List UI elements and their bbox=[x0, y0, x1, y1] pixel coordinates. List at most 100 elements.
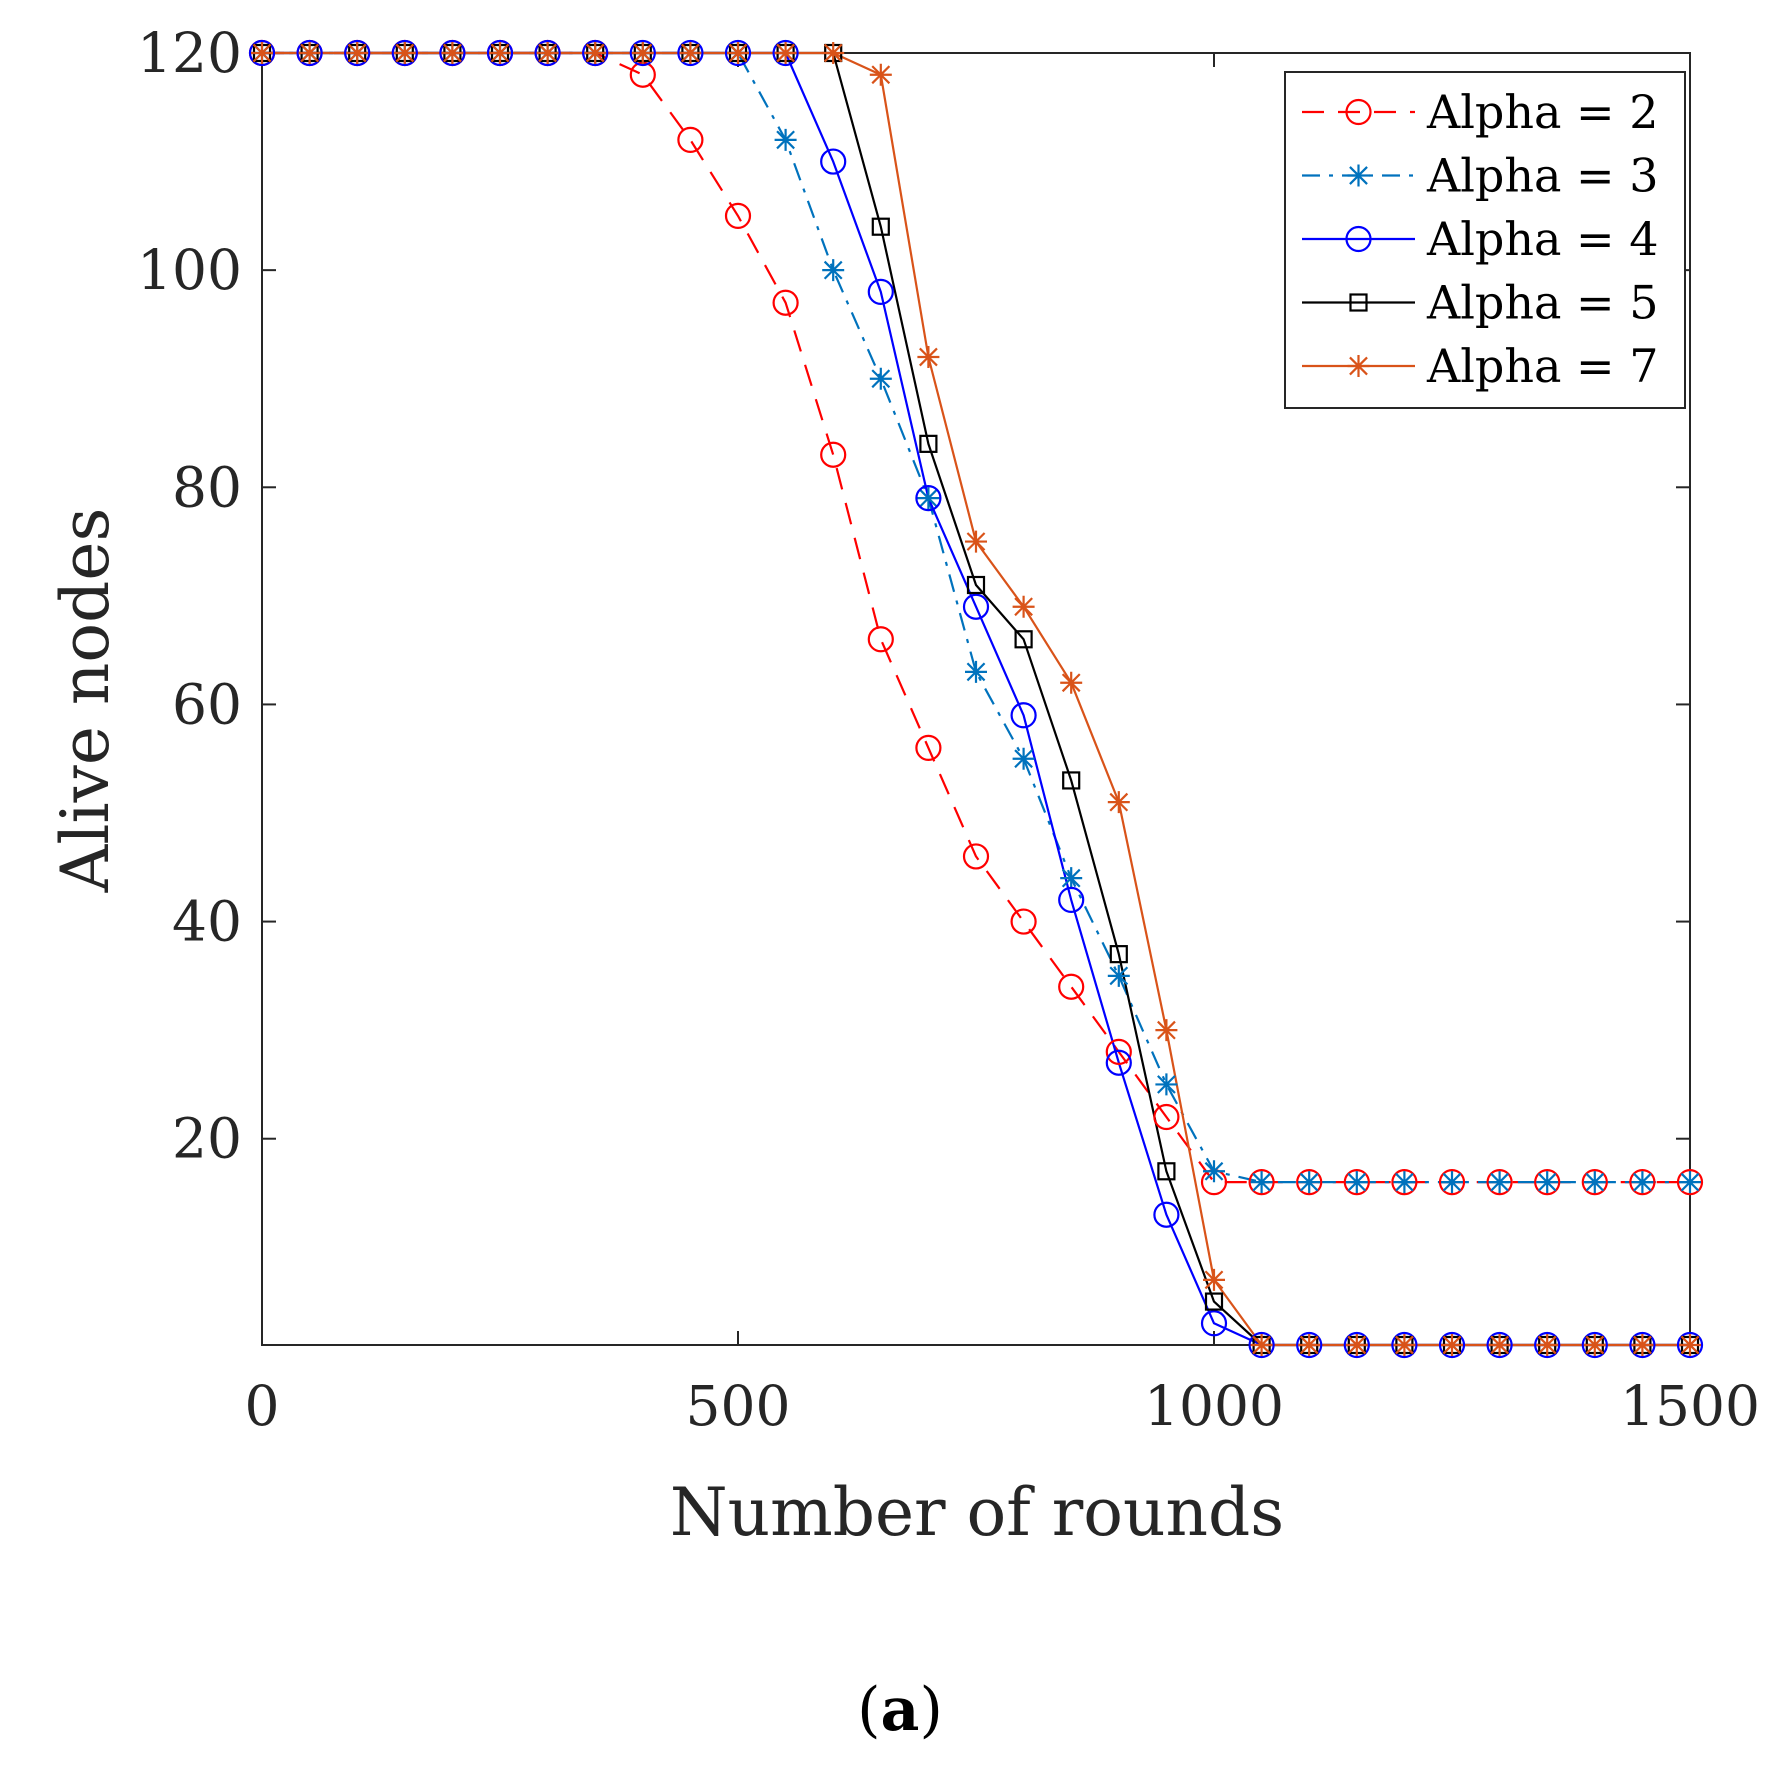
data-point-alpha-2 bbox=[1438, 1169, 1466, 1196]
legend-label: Alpha = 5 bbox=[1426, 276, 1658, 330]
legend-marker bbox=[1345, 98, 1372, 126]
data-point-alpha-2 bbox=[1534, 1169, 1561, 1196]
legend-entry-alpha-5: Alpha = 5 bbox=[1302, 276, 1658, 330]
data-point-alpha-3 bbox=[917, 487, 940, 510]
data-point-alpha-3 bbox=[1536, 1171, 1559, 1194]
data-point-alpha-4 bbox=[1438, 1331, 1466, 1359]
data-point-alpha-4 bbox=[1581, 1331, 1608, 1359]
data-point-alpha-2 bbox=[1581, 1169, 1608, 1196]
data-point-alpha-2 bbox=[915, 734, 942, 761]
data-point-alpha-3 bbox=[1393, 1171, 1416, 1194]
y-tick-label: 120 bbox=[137, 21, 242, 85]
data-point-alpha-7 bbox=[1679, 1334, 1701, 1356]
data-point-alpha-2 bbox=[724, 202, 752, 229]
data-point-alpha-7 bbox=[1536, 1334, 1559, 1356]
data-point-alpha-4 bbox=[486, 39, 514, 67]
data-point-alpha-2 bbox=[1058, 973, 1085, 1000]
data-point-alpha-3 bbox=[822, 259, 845, 282]
legend-entry-alpha-3: Alpha = 3 bbox=[1302, 149, 1658, 203]
legend-entry-alpha-2: Alpha = 2 bbox=[1302, 85, 1658, 139]
data-point-alpha-4 bbox=[1343, 1331, 1370, 1359]
data-point-alpha-5 bbox=[871, 217, 890, 236]
data-point-alpha-4 bbox=[582, 39, 609, 67]
data-point-alpha-2 bbox=[677, 126, 704, 153]
data-point-alpha-4 bbox=[962, 593, 990, 620]
data-point-alpha-4 bbox=[1629, 1331, 1656, 1359]
data-point-alpha-2 bbox=[1486, 1169, 1513, 1196]
plot-frame bbox=[261, 52, 1691, 1346]
data-point-alpha-3 bbox=[1583, 1171, 1606, 1194]
legend-marker bbox=[1349, 293, 1368, 312]
data-point-alpha-4 bbox=[1058, 886, 1085, 913]
data-point-alpha-3 bbox=[1107, 964, 1130, 987]
data-point-alpha-7 bbox=[917, 346, 940, 368]
data-point-alpha-7 bbox=[298, 42, 321, 64]
data-point-alpha-7 bbox=[822, 42, 845, 64]
data-point-alpha-2 bbox=[962, 843, 990, 870]
x-tick-label: 500 bbox=[686, 1374, 791, 1438]
data-point-alpha-4 bbox=[391, 39, 418, 67]
data-point-alpha-5 bbox=[1109, 945, 1128, 964]
data-point-alpha-7 bbox=[1107, 791, 1130, 814]
legend-marker bbox=[1347, 164, 1370, 187]
data-point-alpha-7 bbox=[869, 63, 892, 86]
data-point-alpha-7 bbox=[1012, 595, 1035, 618]
data-point-alpha-4 bbox=[820, 148, 847, 175]
data-point-alpha-3 bbox=[1345, 1171, 1368, 1194]
series-markers-alpha-7 bbox=[251, 42, 1701, 1356]
data-point-alpha-4 bbox=[1010, 702, 1037, 729]
data-point-alpha-2 bbox=[1105, 1038, 1132, 1065]
data-point-alpha-5 bbox=[1157, 1162, 1176, 1181]
legend-label: Alpha = 4 bbox=[1426, 212, 1658, 266]
data-point-alpha-7 bbox=[1583, 1334, 1606, 1356]
data-point-alpha-2 bbox=[820, 441, 847, 468]
data-point-alpha-7 bbox=[584, 42, 607, 64]
data-point-alpha-2 bbox=[1391, 1169, 1418, 1196]
data-point-alpha-4 bbox=[1391, 1331, 1418, 1359]
data-point-alpha-3 bbox=[1631, 1171, 1654, 1194]
legend-label: Alpha = 2 bbox=[1426, 85, 1658, 139]
data-point-alpha-7 bbox=[1488, 1334, 1511, 1356]
y-tick-label: 80 bbox=[172, 455, 242, 519]
x-tick-label: 1000 bbox=[1144, 1374, 1284, 1438]
data-point-alpha-2 bbox=[1676, 1169, 1704, 1196]
y-tick-label: 60 bbox=[172, 672, 242, 736]
data-point-alpha-4 bbox=[1296, 1331, 1323, 1359]
data-point-alpha-7 bbox=[1298, 1334, 1321, 1356]
data-point-alpha-7 bbox=[1441, 1334, 1463, 1356]
legend: Alpha = 2 Alpha = 3 Alpha = 4 Alpha = 5 Alph… bbox=[1284, 71, 1686, 409]
data-point-alpha-4 bbox=[867, 278, 894, 305]
data-point-alpha-7 bbox=[536, 42, 559, 64]
data-point-alpha-5 bbox=[1062, 771, 1081, 790]
data-point-alpha-4 bbox=[1153, 1201, 1180, 1228]
data-point-alpha-3 bbox=[1250, 1171, 1273, 1194]
data-point-alpha-2 bbox=[1629, 1169, 1656, 1196]
tick-labels: 0 500 1000 1500 20 40 60 80 100 120 bbox=[137, 21, 1760, 1438]
data-point-alpha-5 bbox=[919, 434, 938, 453]
data-point-alpha-3 bbox=[1488, 1171, 1511, 1194]
x-tick-label: 1500 bbox=[1620, 1374, 1760, 1438]
plot-area bbox=[248, 39, 1704, 1359]
data-point-alpha-3 bbox=[1060, 867, 1083, 890]
data-point-alpha-4 bbox=[1486, 1331, 1513, 1359]
data-point-alpha-7 bbox=[774, 42, 797, 64]
data-point-alpha-5 bbox=[1204, 1292, 1224, 1311]
data-point-alpha-7 bbox=[1155, 1019, 1178, 1042]
data-point-alpha-3 bbox=[1012, 747, 1035, 770]
data-point-alpha-2 bbox=[772, 289, 799, 316]
data-point-alpha-4 bbox=[772, 39, 799, 67]
caption-letter: a bbox=[881, 1675, 920, 1745]
data-point-alpha-4 bbox=[724, 39, 752, 67]
data-point-alpha-7 bbox=[1345, 1334, 1368, 1356]
data-point-alpha-7 bbox=[631, 42, 654, 64]
data-point-alpha-3 bbox=[1155, 1073, 1178, 1096]
data-point-alpha-3 bbox=[965, 660, 987, 683]
data-point-alpha-3 bbox=[1679, 1171, 1701, 1194]
x-axis-title: Number of rounds bbox=[670, 1474, 1284, 1551]
legend-entry-alpha-4: Alpha = 4 bbox=[1302, 212, 1658, 266]
data-point-alpha-3 bbox=[1441, 1171, 1463, 1194]
data-point-alpha-2 bbox=[1010, 908, 1037, 935]
data-point-alpha-7 bbox=[251, 42, 273, 64]
data-point-alpha-2 bbox=[1296, 1169, 1323, 1196]
